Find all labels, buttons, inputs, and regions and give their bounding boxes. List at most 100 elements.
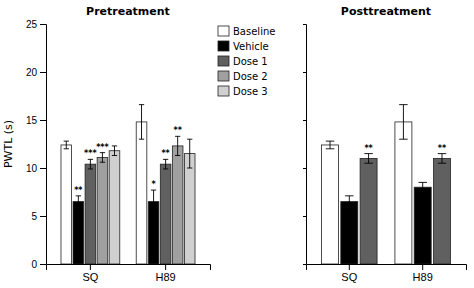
error-bar [151,190,156,213]
error-bar [438,154,446,164]
axis-title: PWTL (s) [2,120,15,168]
tick-mark [303,72,306,73]
error-bar [139,105,144,140]
legend-item: Vehicle [218,41,269,52]
significance-label: ** [173,126,182,135]
legend-item: Dose 2 [218,71,268,82]
tick-mark [40,72,46,73]
bar [341,202,358,264]
bar [61,145,72,264]
error-bar [345,196,353,208]
tick-mark [303,216,306,217]
tick-label: 10 [26,163,38,174]
tick-mark [40,168,46,169]
tick-label: H89 [156,271,176,283]
legend-label: Dose 1 [233,56,268,67]
tick-mark [90,264,91,270]
bar [395,122,412,264]
legend-label: Dose 2 [233,71,268,82]
bar [73,202,84,264]
bar [85,164,96,264]
tick-mark [303,168,306,169]
bar [414,187,431,264]
axis-line [307,265,467,271]
error-bar [64,141,69,149]
tick [303,24,306,25]
annotations: ** ** [364,144,447,153]
legend-swatch [218,41,229,51]
significance-label: * [151,180,156,189]
tick-mark [40,264,46,265]
error-bar [88,159,93,169]
bar [136,122,147,264]
y-axis: 0510152025 [26,19,47,270]
tick-mark [40,216,46,217]
axis-line [47,265,211,271]
title: Posttreatment [341,5,431,18]
legend-swatch [218,86,229,96]
axis-line [40,25,47,265]
tick-label: H89 [413,271,433,283]
legend: Baseline Vehicle Dose 1 Dose 2 Dose 3 [218,26,275,97]
tick [303,120,306,121]
tick-mark [303,264,306,265]
error-bar [399,105,407,140]
tick: 15 [26,115,46,126]
legend-label: Dose 3 [233,86,268,97]
tick: 5 [31,211,46,222]
significance-label: ** [364,144,373,153]
error-bar [326,141,334,149]
tick-label: 0 [31,259,37,270]
tick: 25 [26,19,46,30]
tick-mark [303,120,306,121]
legend-label: Baseline [233,26,275,37]
bar [360,158,377,264]
tick-label: SQ [82,271,98,283]
axis-line [303,25,307,265]
error-bar [112,146,117,156]
panel: ** ** SQ H89 [303,25,467,283]
error-bar [175,136,180,155]
bar [322,145,339,264]
tick: 10 [26,163,46,174]
tick: H89 [413,264,433,283]
legend-item: Dose 3 [218,86,268,97]
tick-label: SQ [341,271,357,283]
tick-label: 15 [26,115,38,126]
bar [160,164,171,264]
error-bar [163,159,168,169]
bar [184,154,195,264]
tick-mark [422,264,423,270]
bar [109,151,120,264]
error-bar [418,182,426,192]
bar [433,158,450,264]
tick-mark [40,24,46,25]
tick: SQ [82,264,98,283]
annotations: ************* [74,126,183,195]
plot-area [322,105,451,264]
tick-label: 25 [26,19,38,30]
legend-swatch [218,26,229,36]
tick: SQ [341,264,357,283]
plot-area [61,105,195,264]
panel: *************0510152025SQH89 [26,19,211,283]
error-bar [100,153,105,163]
title: Pretreatment [86,5,170,18]
tick: H89 [156,264,176,283]
y-axis [303,25,307,265]
tick [303,216,306,217]
error-bar [364,154,372,164]
tick [303,168,306,169]
tick: 0 [31,259,46,270]
legend-item: Baseline [218,26,275,37]
legend-item: Dose 1 [218,56,268,67]
tick [303,264,306,265]
tick-mark [349,264,350,270]
x-axis: SQ H89 [47,264,211,283]
x-axis: SQ H89 [307,264,467,283]
significance-label: *** [96,143,109,152]
legend-swatch [218,71,229,81]
bar [172,146,183,264]
significance-label: ** [438,144,447,153]
tick-mark [165,264,166,270]
